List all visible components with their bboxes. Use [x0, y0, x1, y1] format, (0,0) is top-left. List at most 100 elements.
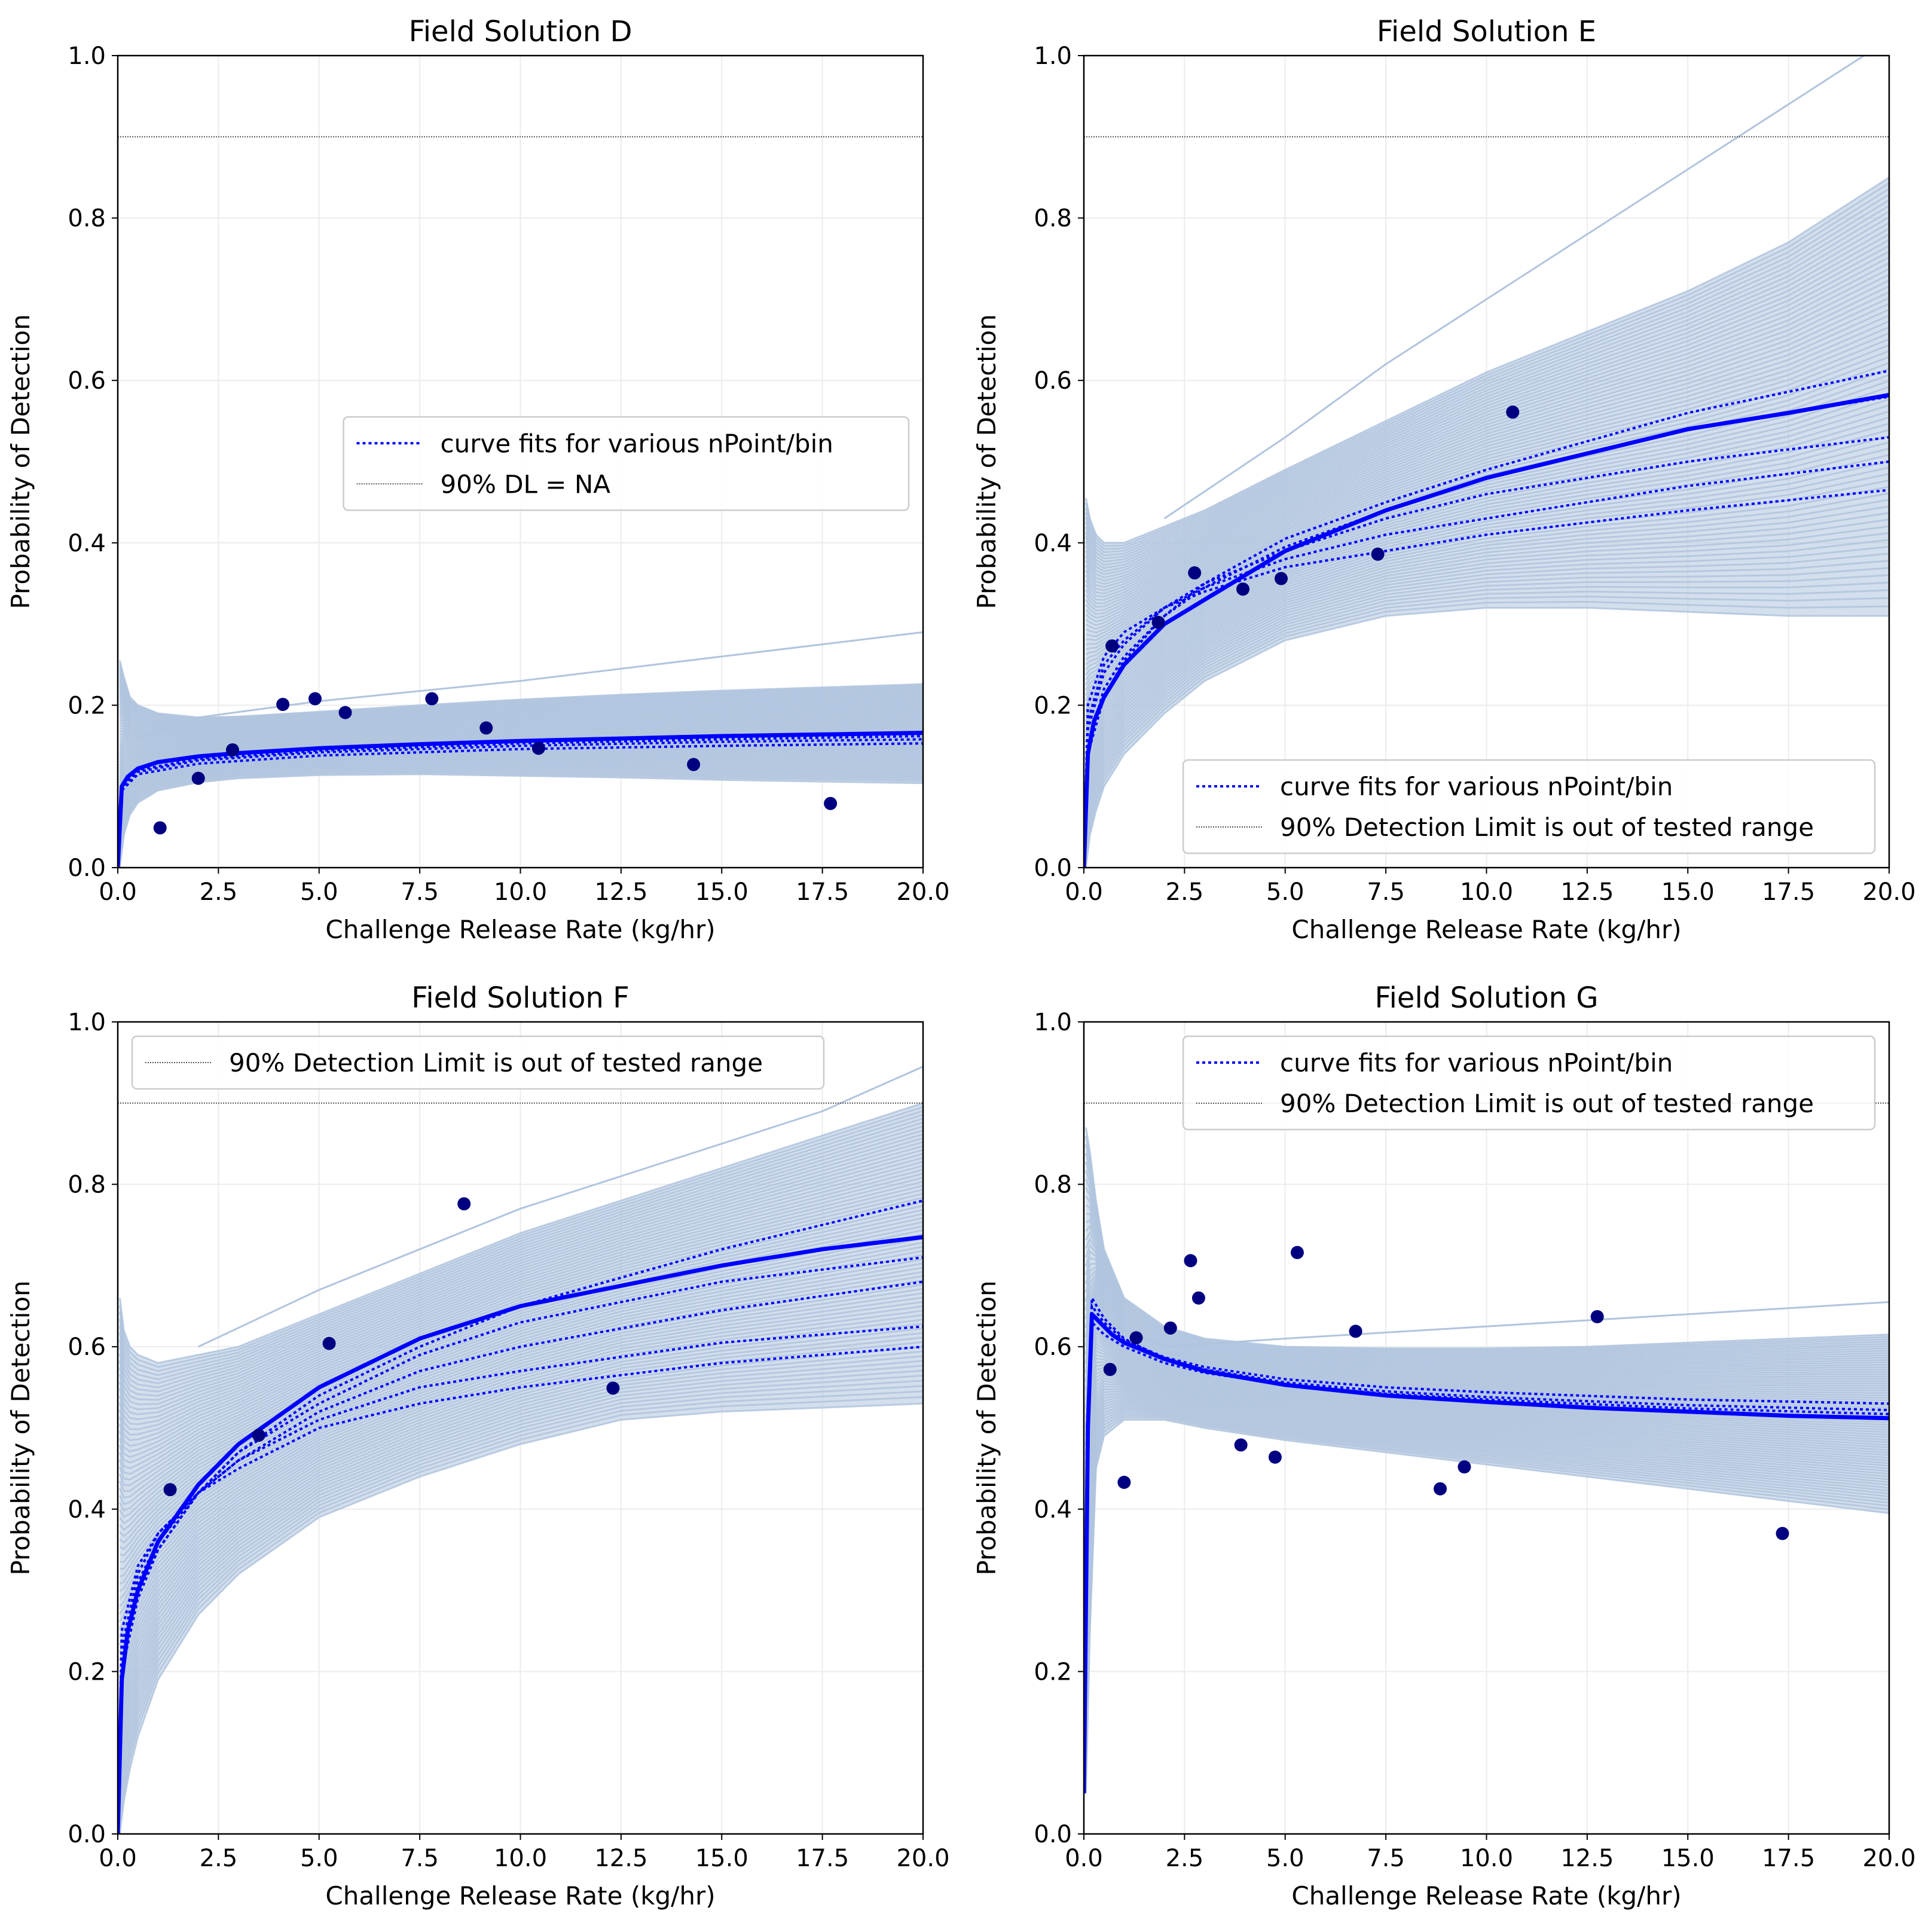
bootstrap-band	[1084, 1127, 1889, 1794]
y-tick-label: 0.8	[68, 1171, 106, 1199]
bootstrap-curve-outlier	[198, 1066, 923, 1348]
data-point	[1129, 1331, 1143, 1345]
legend-label: 90% Detection Limit is out of tested ran…	[1280, 813, 1814, 842]
data-point	[531, 741, 545, 755]
data-point	[824, 796, 838, 810]
data-point	[1268, 1450, 1282, 1464]
chart-title: Field Solution D	[409, 15, 633, 48]
x-tick-label: 17.5	[796, 1845, 849, 1872]
chart-panel-1: 0.0 2.5 5.0 7.5 10.0 12.5 15.0 17.5 20.0 0.0 0.2 0.…	[6, 15, 950, 944]
y-tick-label: 1.0	[68, 1009, 106, 1036]
main-fit-curve	[1084, 393, 1889, 868]
nbin-fit-curve	[1084, 395, 1889, 868]
legend-box	[131, 1035, 825, 1090]
nbin-fit-curve	[1084, 460, 1889, 868]
y-tick-label: 0.6	[1034, 367, 1072, 395]
bootstrap-curve-outlier	[1104, 1301, 1889, 1348]
legend-label: 90% Detection Limit is out of tested ran…	[1280, 1089, 1814, 1118]
x-tick-label: 12.5	[594, 1845, 647, 1872]
data-points	[153, 692, 838, 835]
y-tick-label: 0.2	[1034, 692, 1072, 719]
data-point	[276, 698, 290, 712]
x-tick-label: 0.0	[1065, 878, 1103, 906]
bootstrap-curve	[1084, 1170, 1889, 1357]
x-tick-label: 5.0	[300, 1845, 338, 1872]
y-axis-label: Probability of Detection	[972, 1280, 1001, 1575]
main-fit-curve	[118, 1235, 923, 1834]
data-point	[425, 692, 439, 706]
x-tick-label: 15.0	[695, 1845, 748, 1872]
legend: curve fits for various nPoint/bin 90% Det…	[1182, 1035, 1876, 1131]
data-point	[479, 721, 493, 735]
nbin-fit-curve	[118, 738, 923, 868]
data-points	[163, 1197, 620, 1497]
data-point	[1349, 1324, 1362, 1338]
x-tick-label: 5.0	[1266, 878, 1304, 906]
x-tick-label: 12.5	[1560, 1845, 1614, 1872]
chart-panel-3: 0.0 2.5 5.0 7.5 10.0 12.5 15.0 17.5 20.0 0.0 0.2 0.…	[6, 981, 950, 1910]
data-point	[252, 1429, 265, 1442]
x-tick-label: 7.5	[1367, 1845, 1405, 1872]
nbin-fit-curve	[118, 1345, 923, 1834]
data-point	[153, 821, 167, 835]
bootstrap-curve	[1084, 1418, 1889, 1794]
x-tick-label: 17.5	[1762, 878, 1815, 906]
plot-area	[118, 1066, 923, 1834]
chart-panel-2: 0.0 2.5 5.0 7.5 10.0 12.5 15.0 17.5 20.0 0.0 0.2 0.…	[972, 15, 1916, 944]
legend: 90% Detection Limit is out of tested ran…	[131, 1035, 825, 1090]
legend-box	[1182, 759, 1876, 854]
nbin-fit-curve	[1084, 489, 1889, 868]
x-axis-label: Challenge Release Rate (kg/hr)	[325, 1881, 715, 1910]
data-point	[1290, 1246, 1304, 1259]
data-point	[1234, 1438, 1248, 1452]
data-points	[1103, 1246, 1789, 1540]
legend-box	[1182, 1035, 1876, 1131]
bootstrap-density	[1086, 1127, 1889, 1794]
x-tick-label: 2.5	[1166, 878, 1204, 906]
data-point	[338, 706, 352, 719]
data-point	[1434, 1482, 1447, 1495]
x-tick-label: 0.0	[99, 1845, 137, 1872]
y-tick-label: 0.6	[1034, 1333, 1072, 1361]
bootstrap-curve	[1084, 1161, 1889, 1356]
x-tick-label: 5.0	[1266, 1845, 1304, 1872]
nbin-fit-curve	[1084, 1293, 1889, 1794]
y-tick-label: 0.6	[68, 1333, 106, 1361]
data-point	[308, 692, 322, 706]
x-tick-label: 2.5	[200, 878, 238, 906]
x-tick-label: 10.0	[1460, 1845, 1513, 1872]
bootstrap-curve	[1084, 1127, 1889, 1350]
nbin-fit-curve	[118, 742, 923, 868]
y-tick-label: 0.8	[1034, 205, 1072, 233]
data-point	[687, 758, 701, 771]
x-axis-label: Challenge Release Rate (kg/hr)	[325, 915, 715, 944]
data-point	[1458, 1460, 1471, 1474]
y-tick-label: 0.0	[68, 854, 106, 882]
x-tick-label: 5.0	[300, 878, 338, 906]
x-tick-label: 7.5	[1367, 878, 1405, 906]
bootstrap-curve	[1085, 1195, 1889, 1362]
y-tick-label: 0.4	[68, 530, 106, 557]
y-tick-label: 0.4	[68, 1496, 106, 1524]
x-tick-label: 10.0	[1460, 878, 1513, 906]
x-tick-label: 20.0	[896, 1845, 949, 1872]
bootstrap-curve	[1084, 1144, 1889, 1353]
legend-label: curve fits for various nPoint/bin	[1280, 1048, 1673, 1078]
data-point	[457, 1197, 471, 1211]
chart-title: Field Solution G	[1374, 981, 1598, 1015]
x-tick-label: 15.0	[1661, 878, 1715, 906]
data-point	[1105, 639, 1119, 653]
chart-title: Field Solution F	[411, 981, 629, 1015]
x-tick-label: 20.0	[1862, 1845, 1915, 1872]
data-point	[1103, 1363, 1117, 1376]
x-axis-label: Challenge Release Rate (kg/hr)	[1291, 1881, 1681, 1910]
y-tick-label: 0.2	[1034, 1658, 1072, 1686]
bootstrap-curve-outlier	[138, 631, 923, 739]
legend-label: curve fits for various nPoint/bin	[1280, 772, 1673, 801]
data-points	[1105, 405, 1520, 653]
plot-area	[118, 136, 923, 868]
data-point	[1117, 1475, 1131, 1489]
legend-label: curve fits for various nPoint/bin	[441, 429, 833, 458]
bootstrap-curve	[118, 770, 923, 860]
x-tick-label: 2.5	[1166, 1845, 1204, 1872]
